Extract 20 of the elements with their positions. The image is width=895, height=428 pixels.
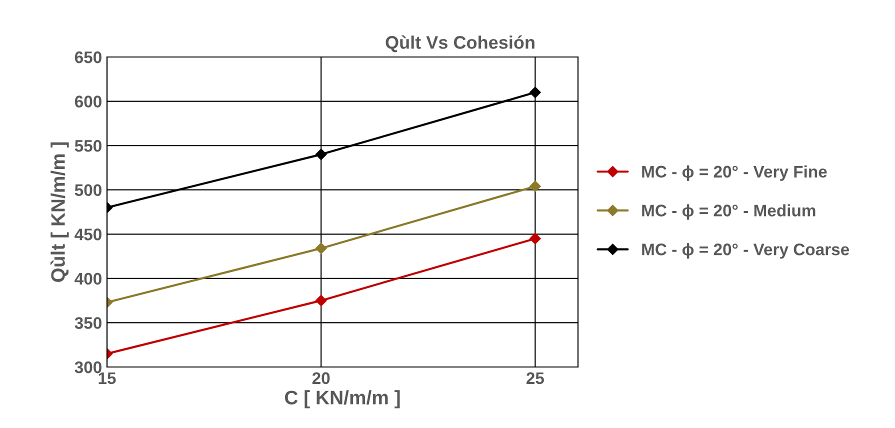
y-tick-label: 550 [74, 140, 102, 152]
y-tick-label: 450 [74, 228, 102, 240]
x-axis-title: C [ KN/m/m ] [284, 390, 400, 408]
y-tick-label: 350 [74, 317, 102, 329]
chart-title: Qùlt Vs Cohesión [386, 35, 534, 52]
legend-label: MC - ϕ = 20° - Very Coarse [642, 243, 850, 259]
legend-label: MC - ϕ = 20° - Very Fine [642, 165, 827, 181]
y-tick-label: 500 [74, 184, 102, 196]
legend-label: MC - ϕ = 20° - Medium [642, 204, 816, 220]
y-tick-label: 600 [74, 96, 102, 108]
x-tick-label: 25 [526, 372, 544, 384]
y-tick-label: 300 [74, 361, 102, 374]
x-tick-label: 15 [98, 372, 116, 384]
y-tick-label: 650 [74, 51, 102, 64]
point [530, 232, 541, 244]
point [530, 180, 541, 192]
y-axis-title: Qùlt [ KN/m/m ] [50, 142, 69, 282]
y-tick-label: 400 [74, 272, 102, 285]
point [530, 86, 541, 98]
x-tick-label: 20 [312, 372, 330, 384]
